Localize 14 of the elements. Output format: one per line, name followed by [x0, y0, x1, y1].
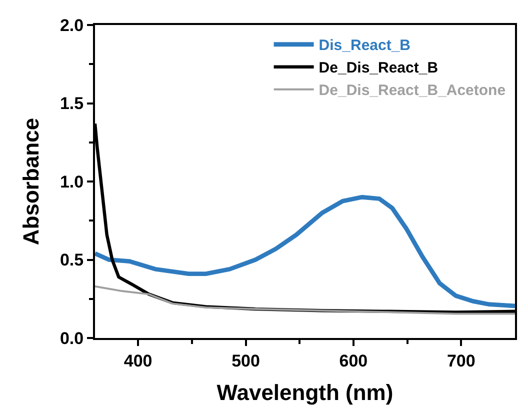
y-tick-label: 1.0 [60, 172, 84, 192]
y-axis-title: Absorbance [18, 118, 44, 246]
y-tick-label: 0.5 [60, 250, 84, 270]
x-tick-label: 400 [124, 351, 152, 370]
x-tick-label: 500 [232, 351, 260, 370]
y-tick-label: 1.5 [60, 94, 84, 114]
legend-label: Dis_React_B [318, 37, 411, 54]
x-tick-label: 600 [339, 351, 368, 370]
legend-label: De_Dis_React_B_Acetone [318, 82, 506, 100]
x-tick-label: 700 [446, 351, 476, 370]
y-tick-label: 0.0 [60, 328, 84, 348]
x-axis-title: Wavelength (nm) [216, 380, 394, 405]
legend-label: De_Dis_React_B [318, 60, 438, 77]
y-tick-label: 2.0 [60, 16, 84, 35]
